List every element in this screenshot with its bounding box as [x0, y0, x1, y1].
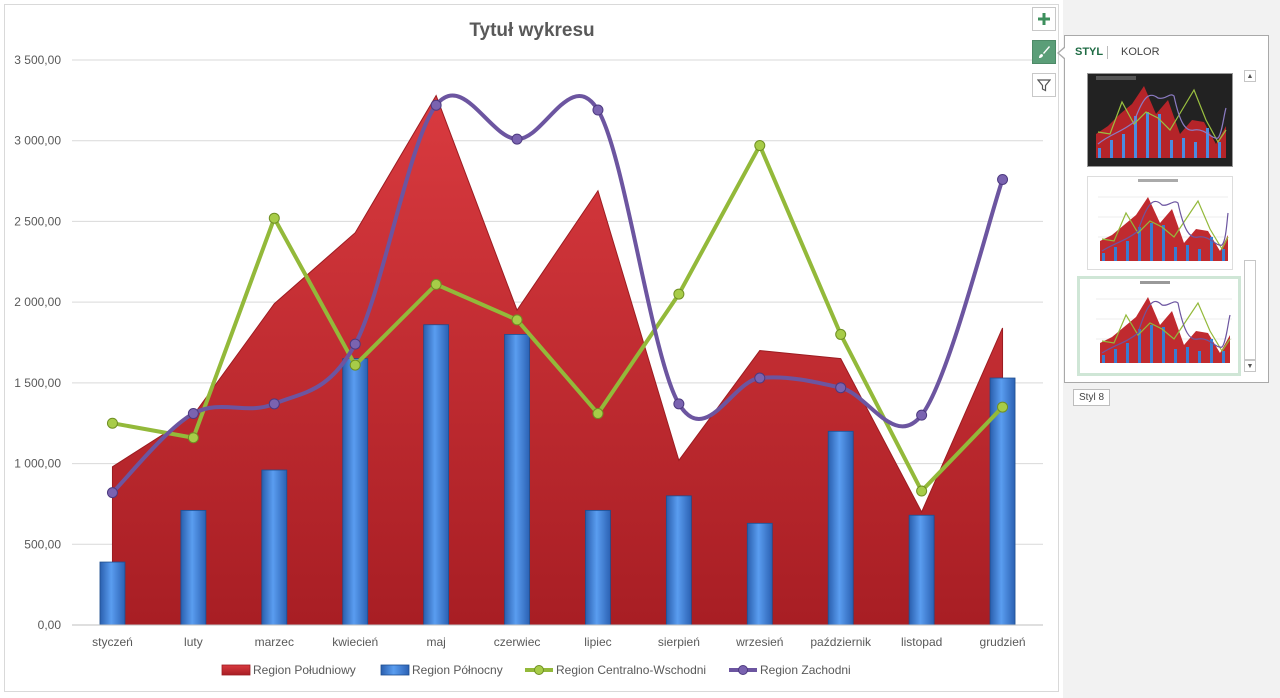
chart-title[interactable]: Tytuł wykresu	[469, 20, 594, 41]
chart-styles-button[interactable]	[1032, 40, 1056, 64]
series-line-region-centralno-wschodni[interactable]	[106, 140, 1009, 497]
bar-region-polnocny[interactable]	[261, 469, 288, 626]
marker-region-centralno-wschodni[interactable]	[106, 417, 118, 429]
y-tick-label: 3 000,00	[14, 134, 61, 148]
style-panel-scrollbar[interactable]: ▲ ▼	[1244, 70, 1256, 372]
y-tick-label: 0,00	[38, 618, 62, 632]
marker-region-centralno-wschodni[interactable]	[349, 359, 361, 371]
y-tick-label: 2 500,00	[14, 214, 61, 228]
tab-divider	[1107, 46, 1108, 59]
line-region-zachodni[interactable]	[110, 93, 1005, 495]
bar-region-polnocny[interactable]	[342, 358, 369, 626]
panel-pointer-inner	[1059, 47, 1066, 59]
marker-region-centralno-wschodni[interactable]	[268, 212, 280, 224]
series-line-region-zachodni[interactable]	[106, 93, 1009, 499]
x-tick-label: czerwiec	[494, 635, 541, 649]
bar-region-polnocny[interactable]	[423, 324, 450, 626]
x-tick-label: grudzień	[980, 635, 1026, 649]
add-chart-element-button[interactable]	[1032, 7, 1056, 31]
chart-canvas: Tytuł wykresu 0,00 500,00 1 000,00 1 500,00…	[14, 20, 1043, 677]
marker-region-zachodni[interactable]	[187, 408, 199, 420]
x-tick-label: lipiec	[584, 635, 611, 649]
marker-region-zachodni[interactable]	[835, 382, 847, 394]
y-tick-label: 1 500,00	[14, 376, 61, 390]
area-region-poludniowy[interactable]	[111, 94, 1004, 626]
bar-region-polnocny[interactable]	[989, 377, 1016, 626]
bar-region-polnocny[interactable]	[665, 495, 692, 626]
thumbnail-preview	[1096, 76, 1227, 158]
legend-label[interactable]: Region Centralno-Wschodni	[556, 663, 706, 677]
x-tick-label: sierpień	[658, 635, 700, 649]
bar-region-polnocny[interactable]	[99, 561, 126, 626]
marker-region-zachodni[interactable]	[430, 99, 442, 111]
y-tick-label: 2 000,00	[14, 295, 61, 309]
thumbnail-preview	[1096, 281, 1232, 363]
plus-icon	[1038, 13, 1050, 25]
marker-region-zachodni[interactable]	[754, 372, 766, 384]
legend-swatch-region-polnocny[interactable]	[380, 664, 410, 676]
marker-region-centralno-wschodni[interactable]	[592, 408, 604, 420]
marker-region-centralno-wschodni[interactable]	[835, 328, 847, 340]
marker-region-centralno-wschodni[interactable]	[997, 401, 1009, 413]
x-tick-label: luty	[184, 635, 203, 649]
marker-region-centralno-wschodni[interactable]	[916, 485, 928, 497]
bar-region-polnocny[interactable]	[908, 514, 935, 626]
x-tick-label: październik	[810, 635, 872, 649]
legend-label[interactable]: Region Północny	[412, 663, 503, 677]
marker-region-centralno-wschodni[interactable]	[187, 432, 199, 444]
tab-style[interactable]: STYL	[1075, 46, 1104, 58]
marker-region-zachodni[interactable]	[511, 133, 523, 145]
bar-region-polnocny[interactable]	[585, 509, 611, 626]
x-tick-label: marzec	[255, 635, 294, 649]
marker-region-zachodni[interactable]	[997, 173, 1009, 185]
legend[interactable]: Region Południowy Region Północny Region C…	[221, 663, 851, 677]
chart-area[interactable]: Tytuł wykresu 0,00 500,00 1 000,00 1 500,00…	[0, 0, 1063, 698]
tab-color[interactable]: KOLOR	[1121, 46, 1160, 58]
legend-marker	[534, 665, 544, 675]
x-axis-labels: styczeń luty marzec kwiecień maj czerwiec lipi…	[72, 624, 1043, 649]
chart-style-panel: STYL KOLOR ▲	[1064, 35, 1269, 383]
x-tick-label: listopad	[901, 635, 942, 649]
bar-region-polnocny[interactable]	[827, 430, 854, 626]
marker-region-zachodni[interactable]	[268, 398, 280, 410]
marker-region-zachodni[interactable]	[916, 409, 928, 421]
bar-region-polnocny[interactable]	[180, 509, 207, 626]
style-thumbnail-light[interactable]	[1087, 176, 1233, 270]
marker-region-centralno-wschodni[interactable]	[430, 278, 442, 290]
marker-region-centralno-wschodni[interactable]	[673, 288, 685, 300]
legend-label[interactable]: Region Południowy	[253, 663, 356, 677]
style-thumbnail-selected-styl-8[interactable]	[1077, 276, 1241, 376]
scrollbar-thumb[interactable]	[1244, 260, 1256, 360]
scroll-down-icon[interactable]: ▼	[1244, 360, 1256, 372]
filter-icon	[1037, 79, 1051, 92]
bar-region-polnocny[interactable]	[746, 522, 773, 626]
y-axis-labels: 0,00 500,00 1 000,00 1 500,00 2 000,00 2 500,…	[14, 53, 61, 632]
marker-region-zachodni[interactable]	[592, 104, 604, 116]
chart-filters-button[interactable]	[1032, 73, 1056, 97]
marker-region-zachodni[interactable]	[349, 338, 361, 350]
style-tooltip: Styl 8	[1073, 389, 1111, 406]
line-region-centralno-wschodni[interactable]	[112, 143, 1004, 494]
legend-label[interactable]: Region Zachodni	[760, 663, 851, 677]
legend-marker	[738, 665, 748, 675]
marker-region-zachodni[interactable]	[106, 487, 118, 499]
bar-region-polnocny[interactable]	[504, 334, 530, 626]
series-bars-region-polnocny[interactable]	[99, 324, 1016, 626]
style-thumbnail-dark[interactable]	[1087, 73, 1233, 167]
y-tick-label: 3 500,00	[14, 53, 61, 67]
x-tick-label: maj	[426, 635, 445, 649]
series-area-region-poludniowy[interactable]	[111, 94, 1004, 626]
y-tick-label: 1 000,00	[14, 457, 61, 471]
y-tick-label: 500,00	[24, 537, 61, 551]
marker-region-centralno-wschodni[interactable]	[511, 314, 523, 326]
paintbrush-icon	[1039, 46, 1050, 58]
thumbnail-preview	[1098, 179, 1229, 261]
x-tick-label: kwiecień	[332, 635, 378, 649]
marker-region-zachodni[interactable]	[673, 398, 685, 410]
scroll-up-icon[interactable]: ▲	[1244, 70, 1256, 82]
legend-swatch-region-poludniowy[interactable]	[221, 664, 251, 676]
marker-region-centralno-wschodni[interactable]	[754, 140, 766, 152]
x-tick-label: wrzesień	[735, 635, 783, 649]
x-tick-label: styczeń	[92, 635, 133, 649]
